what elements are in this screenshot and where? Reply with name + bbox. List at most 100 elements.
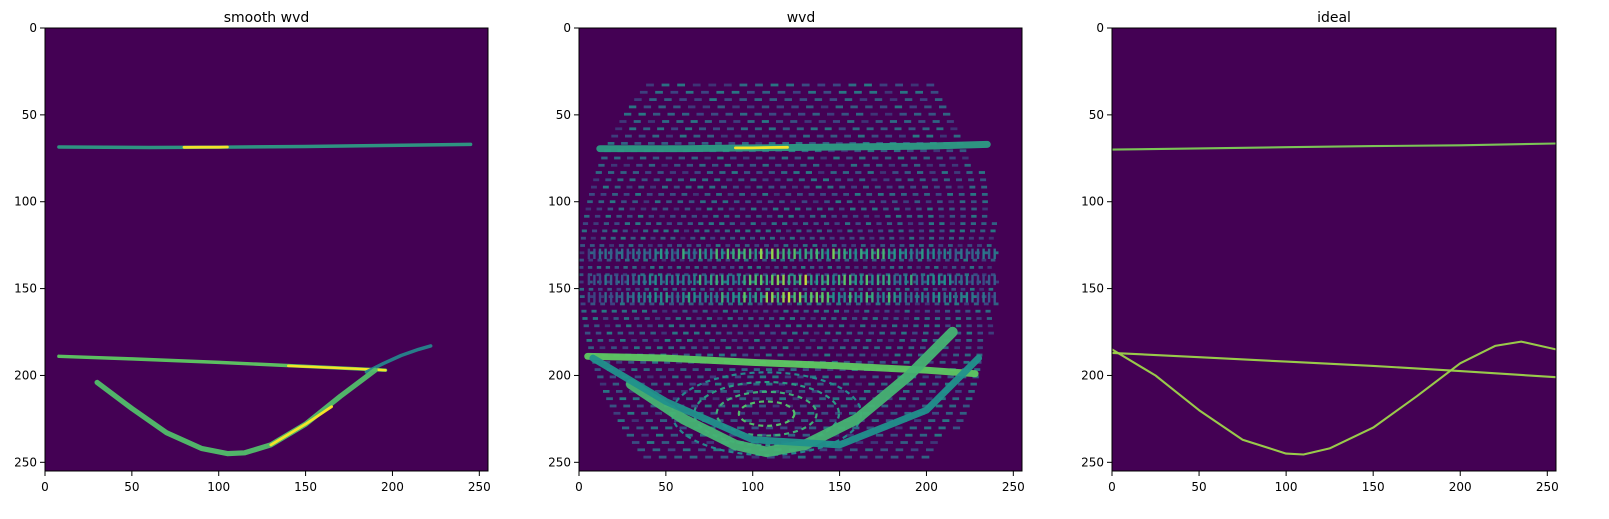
interference-dot — [782, 248, 785, 259]
interference-dot — [649, 302, 655, 306]
interference-dot — [694, 390, 701, 393]
interference-dot — [673, 185, 680, 189]
interference-dot — [752, 411, 759, 415]
interference-dot — [945, 411, 953, 415]
interference-dot — [981, 185, 988, 189]
interference-dot — [599, 382, 607, 386]
interference-dot — [839, 346, 846, 350]
interference-dot — [971, 274, 974, 286]
interference-dot — [623, 317, 630, 320]
signal-line — [584, 352, 979, 378]
y-tick-label: 100 — [548, 195, 571, 209]
interference-dot — [701, 90, 709, 94]
heatmap-content — [1112, 142, 1556, 456]
interference-dot — [993, 292, 996, 303]
interference-dot — [849, 248, 852, 259]
interference-dot — [718, 353, 725, 357]
interference-dot — [806, 229, 812, 233]
interference-dot — [964, 353, 971, 357]
interference-dot — [922, 127, 930, 131]
interference-dot — [937, 200, 943, 204]
interference-dot — [773, 244, 779, 247]
interference-dot — [858, 287, 863, 291]
interference-dot — [888, 229, 894, 233]
interference-dot — [689, 455, 698, 459]
interference-dot — [630, 236, 636, 240]
interference-dot — [894, 353, 901, 357]
interference-dot — [684, 207, 691, 211]
interference-dot — [657, 273, 663, 277]
interference-dot — [705, 280, 711, 284]
interference-dot — [855, 360, 862, 364]
interference-dot — [682, 112, 690, 116]
interference-dot — [895, 214, 902, 218]
interference-dot — [667, 244, 673, 247]
interference-dot — [807, 411, 815, 415]
interference-dot — [850, 273, 856, 277]
interference-dot — [776, 120, 784, 123]
interference-dot — [918, 120, 926, 123]
interference-dot — [687, 274, 691, 286]
interference-dot — [994, 280, 999, 284]
interference-dot — [652, 134, 660, 138]
heatmap-background — [45, 28, 488, 471]
interference-dot — [604, 248, 607, 259]
interference-dot — [839, 287, 845, 291]
interference-dot — [966, 317, 972, 320]
interference-dot — [629, 302, 635, 306]
interference-dot — [844, 309, 850, 313]
interference-dot — [875, 455, 883, 459]
interference-dot — [635, 287, 640, 291]
interference-dot — [640, 207, 647, 211]
interference-dot — [588, 280, 593, 284]
interference-dot — [979, 287, 984, 291]
interference-dot — [678, 280, 683, 284]
interference-dot — [839, 368, 846, 371]
interference-dot — [897, 156, 905, 160]
interference-dot — [921, 292, 924, 303]
interference-dot — [874, 185, 881, 189]
interference-dot — [646, 83, 654, 87]
y-tick-label: 250 — [548, 455, 571, 469]
interference-dot — [668, 346, 674, 350]
interference-dot — [614, 185, 621, 189]
interference-dot — [772, 207, 779, 211]
interference-dot — [762, 178, 769, 182]
interference-dot — [721, 266, 726, 269]
interference-dot — [609, 375, 616, 379]
interference-dot — [821, 274, 824, 286]
interference-dot — [612, 229, 618, 233]
interference-dot — [914, 419, 922, 422]
interference-dot — [693, 274, 696, 286]
interference-dot — [893, 248, 896, 259]
interference-dot — [677, 222, 683, 225]
interference-dot — [810, 274, 813, 286]
interference-dot — [673, 229, 679, 233]
interference-dot — [853, 258, 859, 262]
interference-dot — [634, 346, 640, 350]
interference-dot — [653, 339, 660, 342]
interference-dot — [960, 222, 966, 225]
interference-dot — [791, 105, 799, 109]
interference-dot — [839, 236, 845, 240]
interference-dot — [800, 163, 807, 167]
interference-dot — [632, 229, 638, 233]
interference-dot — [926, 258, 932, 262]
interference-dot — [588, 287, 594, 291]
interference-dot — [648, 292, 652, 303]
interference-dot — [904, 98, 913, 101]
interference-dot — [899, 292, 902, 303]
interference-dot — [585, 207, 592, 211]
interference-dot — [706, 171, 714, 174]
interference-dot — [624, 112, 632, 116]
interference-dot — [627, 156, 634, 160]
interference-dot — [968, 178, 975, 182]
interference-dot — [589, 295, 595, 298]
interference-dot — [925, 397, 933, 401]
interference-dot — [676, 274, 679, 286]
interference-dot — [666, 295, 671, 298]
interference-dot — [806, 273, 812, 277]
interference-dot — [835, 411, 842, 415]
interference-dot — [675, 339, 682, 342]
interference-dot — [757, 302, 763, 306]
